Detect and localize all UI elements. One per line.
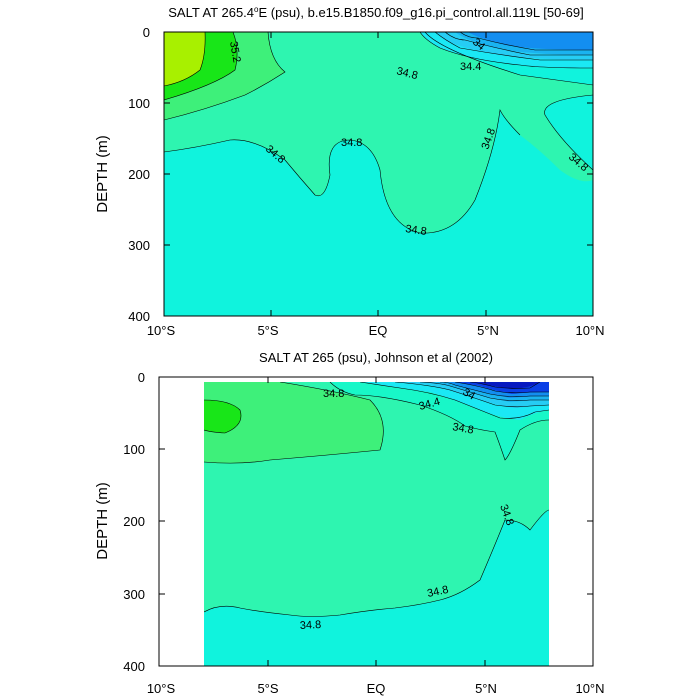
panel-model bbox=[163, 31, 594, 317]
model-y-tick-labels: 0 100 200 300 400 bbox=[128, 25, 150, 324]
model-contour-lines bbox=[164, 32, 593, 234]
contour-label: 34.8 bbox=[451, 421, 474, 437]
obs-y-axis-label: DEPTH (m) bbox=[94, 482, 111, 560]
model-x-tick-label: 10°S bbox=[147, 323, 176, 338]
obs-contour-field bbox=[204, 382, 549, 666]
contour-label: 34.8 bbox=[323, 388, 344, 400]
model-ticks bbox=[163, 31, 594, 317]
contour-label: 34 bbox=[461, 386, 478, 403]
model-y-tick-label: 200 bbox=[128, 167, 150, 182]
obs-x-tick-label: EQ bbox=[367, 681, 386, 696]
obs-fill-green-mid bbox=[204, 382, 384, 464]
obs-y-tick-label: 400 bbox=[123, 659, 145, 674]
model-x-tick-label: 10°N bbox=[575, 323, 604, 338]
model-x-tick-labels: 10°S 5°S EQ 5°N 10°N bbox=[147, 323, 605, 338]
obs-y-tick-label: 100 bbox=[123, 442, 145, 457]
contour-label: 34.8 bbox=[300, 619, 322, 632]
obs-fill-navy bbox=[470, 382, 540, 389]
model-y-axis-label: DEPTH (m) bbox=[94, 135, 111, 213]
model-y-tick-label: 300 bbox=[128, 238, 150, 253]
model-x-tick-label: 5°S bbox=[257, 323, 278, 338]
obs-x-tick-label: 5°S bbox=[257, 681, 278, 696]
obs-y-tick-label: 200 bbox=[123, 514, 145, 529]
obs-y-tick-labels: 0 100 200 300 400 bbox=[123, 370, 145, 674]
contour-label: 34.8 bbox=[405, 223, 428, 238]
contour-label: 34.4 bbox=[460, 61, 481, 73]
obs-y-tick-label: 300 bbox=[123, 587, 145, 602]
obs-y-tick-label: 0 bbox=[138, 370, 145, 385]
model-chart-title: SALT AT 265.4oE (psu), b.e15.B1850.f09_g… bbox=[168, 5, 583, 20]
contour-label: 34.8 bbox=[341, 137, 362, 149]
contour-label: 34.8 bbox=[426, 584, 449, 600]
obs-x-tick-label: 5°N bbox=[475, 681, 497, 696]
obs-fill-green bbox=[204, 400, 241, 433]
obs-contour-lines bbox=[204, 382, 549, 617]
obs-ticks bbox=[158, 376, 594, 667]
panel-observations bbox=[158, 376, 594, 667]
contour-label: 34.4 bbox=[418, 396, 442, 413]
model-y-tick-label: 400 bbox=[128, 309, 150, 324]
obs-chart-title: SALT AT 265 (psu), Johnson et al (2002) bbox=[259, 350, 493, 365]
model-contour-field bbox=[164, 32, 593, 316]
model-fill-green-yellow bbox=[164, 32, 206, 86]
model-y-tick-label: 100 bbox=[128, 96, 150, 111]
model-fill-sea-green bbox=[164, 32, 593, 234]
obs-x-tick-label: 10°N bbox=[575, 681, 604, 696]
contour-label: 34.8 bbox=[395, 65, 419, 82]
model-x-tick-label: EQ bbox=[369, 323, 388, 338]
model-fill-blue bbox=[460, 32, 593, 50]
model-x-tick-label: 5°N bbox=[477, 323, 499, 338]
contour-label: 35.2 bbox=[227, 40, 243, 63]
obs-x-tick-label: 10°S bbox=[147, 681, 176, 696]
model-y-tick-label: 0 bbox=[143, 25, 150, 40]
obs-x-tick-labels: 10°S 5°S EQ 5°N 10°N bbox=[147, 681, 605, 696]
obs-contour-labels: 34.8 34 34.4 34.8 34.8 34.8 34.8 bbox=[300, 386, 516, 632]
